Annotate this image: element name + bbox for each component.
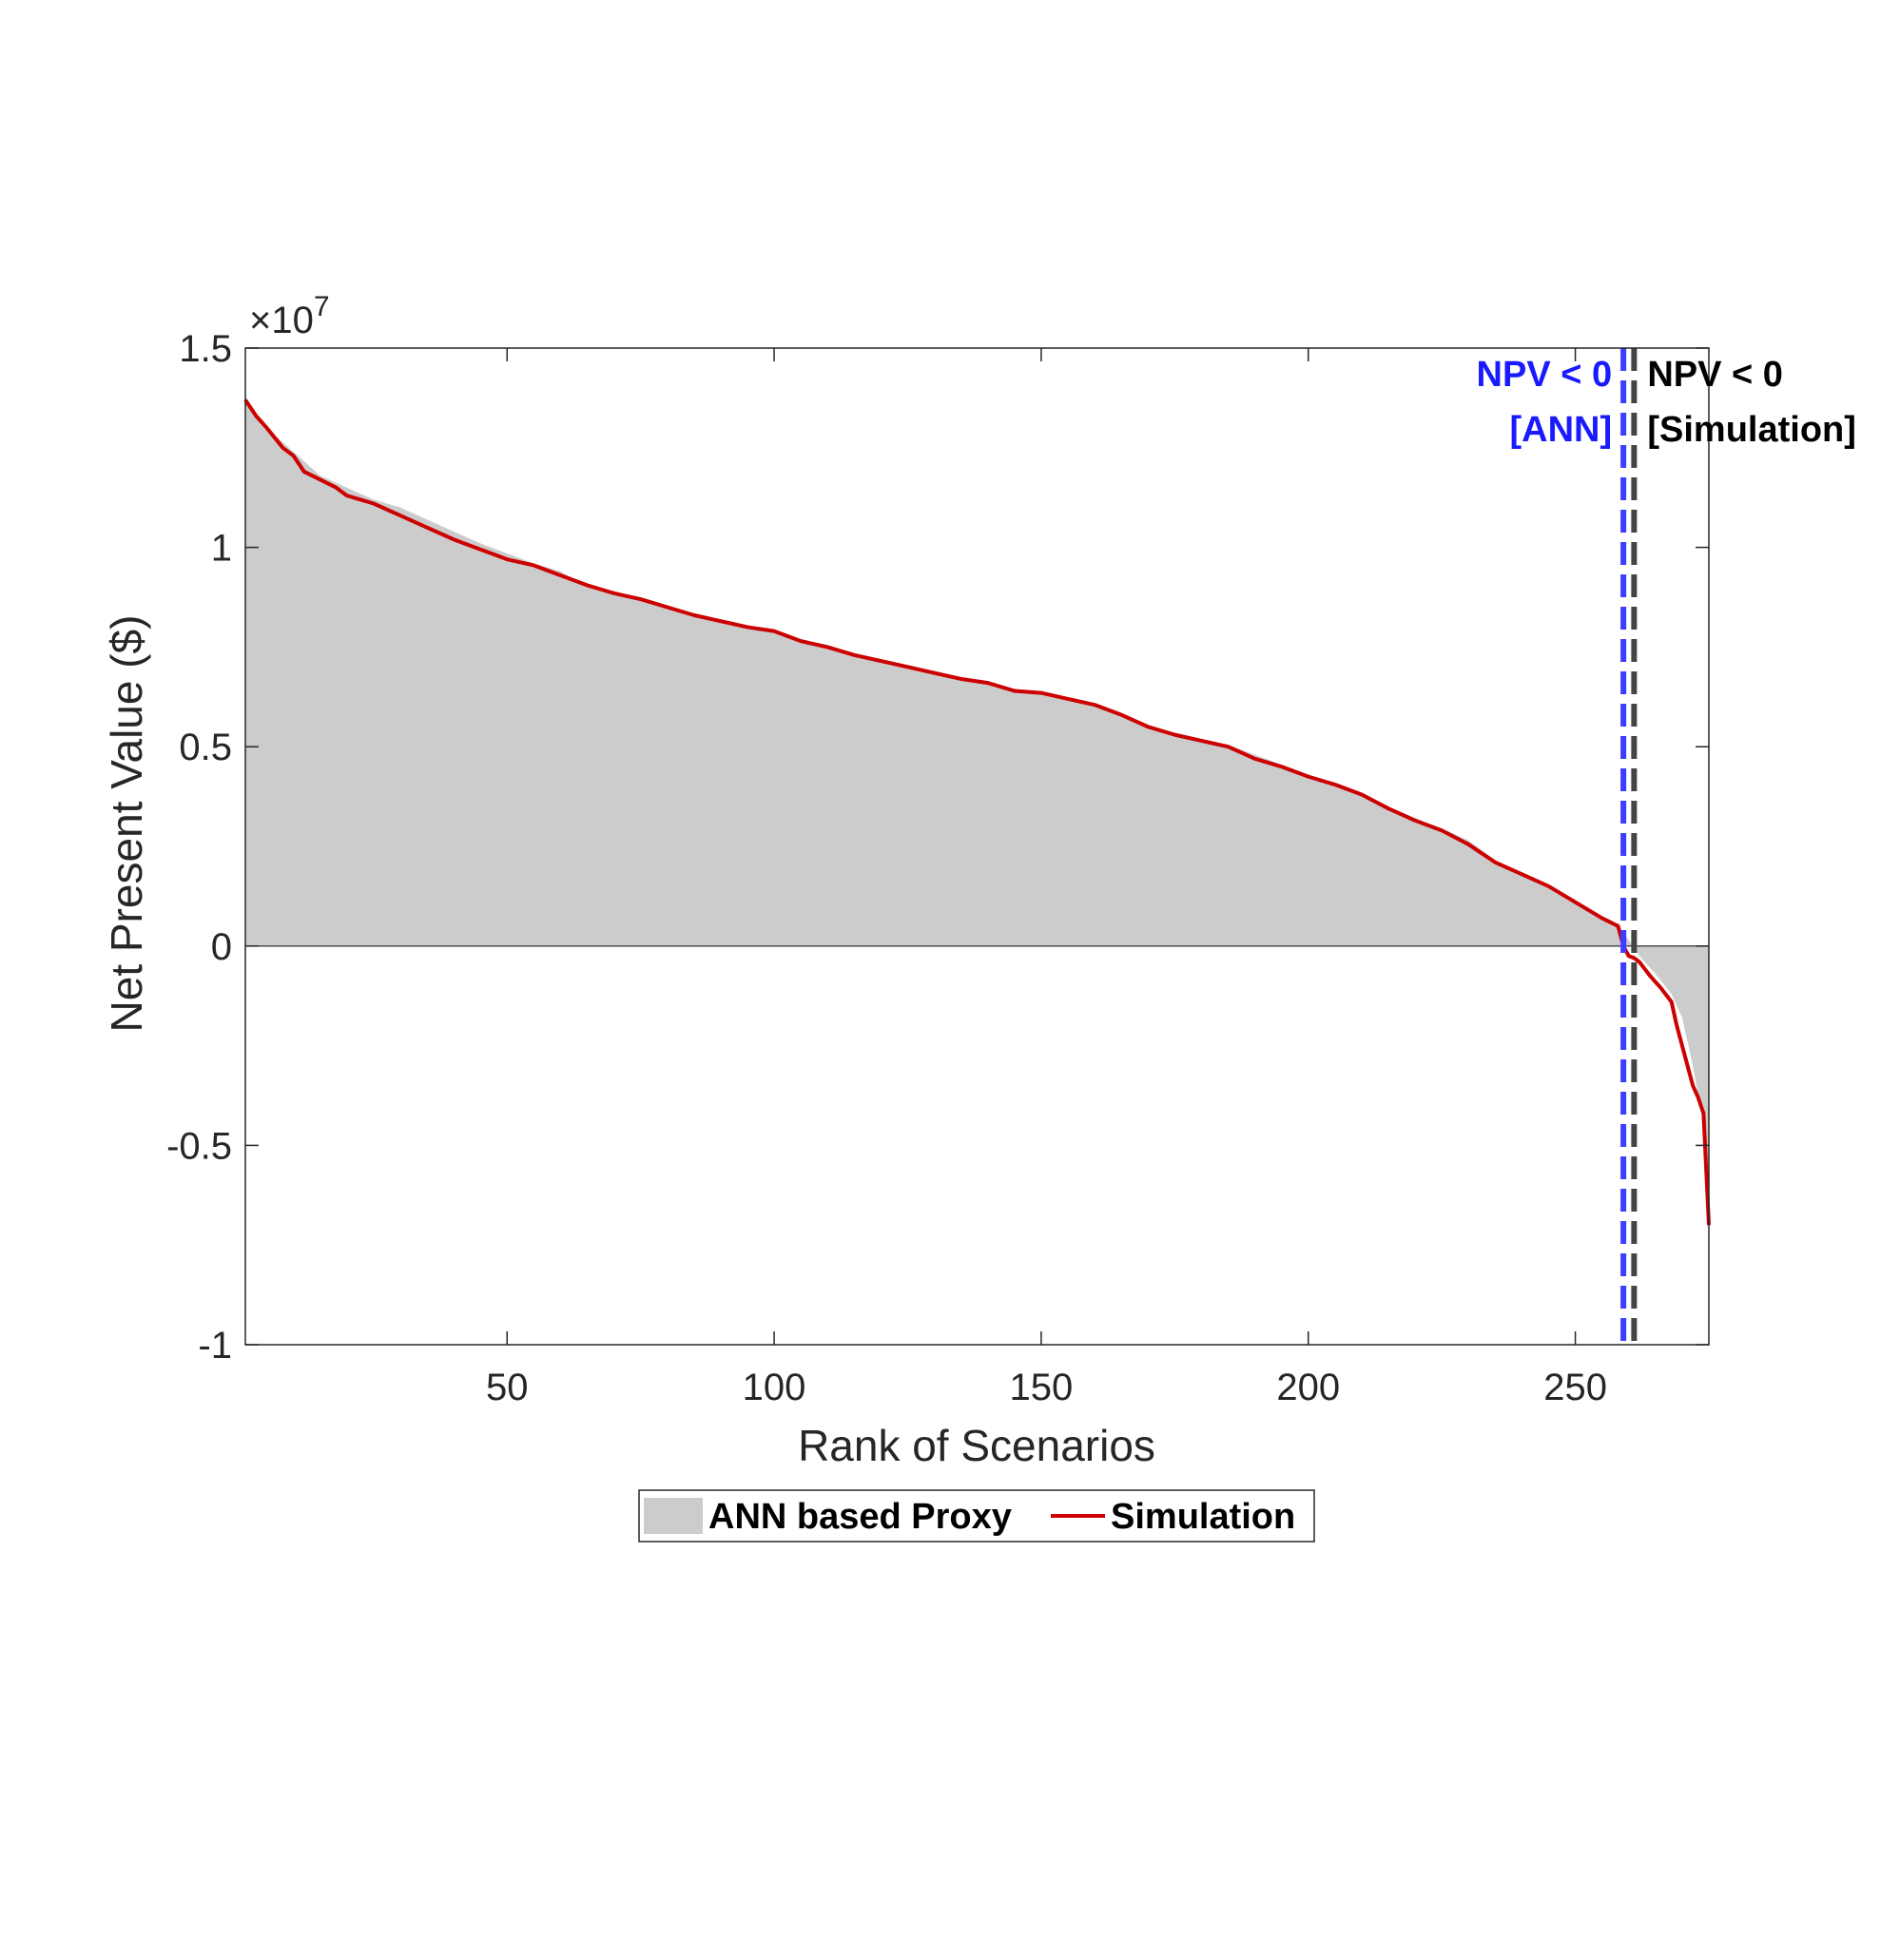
y-ticks: -1 -0.5 0 0.5 1 1.5	[166, 328, 1709, 1367]
y-tick-label: -0.5	[166, 1125, 232, 1167]
x-ticks: 50 100 150 200 250	[486, 348, 1607, 1408]
y-tick-label: 1	[211, 528, 232, 570]
x-axis-label: Rank of Scenarios	[798, 1421, 1155, 1470]
x-tick-label: 150	[1010, 1367, 1074, 1408]
plot-area	[243, 348, 1711, 1345]
ann-proxy-area	[245, 398, 1709, 1226]
legend-label-ann: ANN based Proxy	[708, 1497, 1012, 1537]
legend: ANN based Proxy Simulation	[638, 1489, 1315, 1543]
x-tick-label: 50	[486, 1367, 529, 1408]
simulation-line	[243, 398, 1711, 1226]
simulation-threshold-label-line2: [Simulation]	[1647, 410, 1856, 450]
y-tick-label: 0	[211, 926, 232, 968]
legend-swatch-ann	[644, 1498, 703, 1534]
ann-threshold-label-line2: [ANN]	[1509, 410, 1612, 450]
ann-threshold-label-line1: NPV < 0	[1477, 355, 1613, 395]
y-axis-exponent: ×107	[249, 291, 330, 341]
y-exponent-base: ×10	[249, 300, 314, 341]
x-tick-label: 200	[1276, 1367, 1340, 1408]
legend-label-simulation: Simulation	[1111, 1497, 1295, 1537]
axes-box	[244, 347, 1710, 1346]
y-tick-label: 0.5	[179, 727, 232, 768]
x-tick-label: 250	[1543, 1367, 1607, 1408]
y-axis-label: Net Present Value ($)	[102, 615, 151, 1033]
legend-box	[638, 1489, 1315, 1543]
simulation-threshold-label-line1: NPV < 0	[1647, 355, 1783, 395]
y-tick-label: -1	[198, 1325, 232, 1367]
y-tick-label: 1.5	[179, 328, 232, 370]
y-exponent-power: 7	[314, 291, 330, 322]
x-tick-label: 100	[743, 1367, 806, 1408]
